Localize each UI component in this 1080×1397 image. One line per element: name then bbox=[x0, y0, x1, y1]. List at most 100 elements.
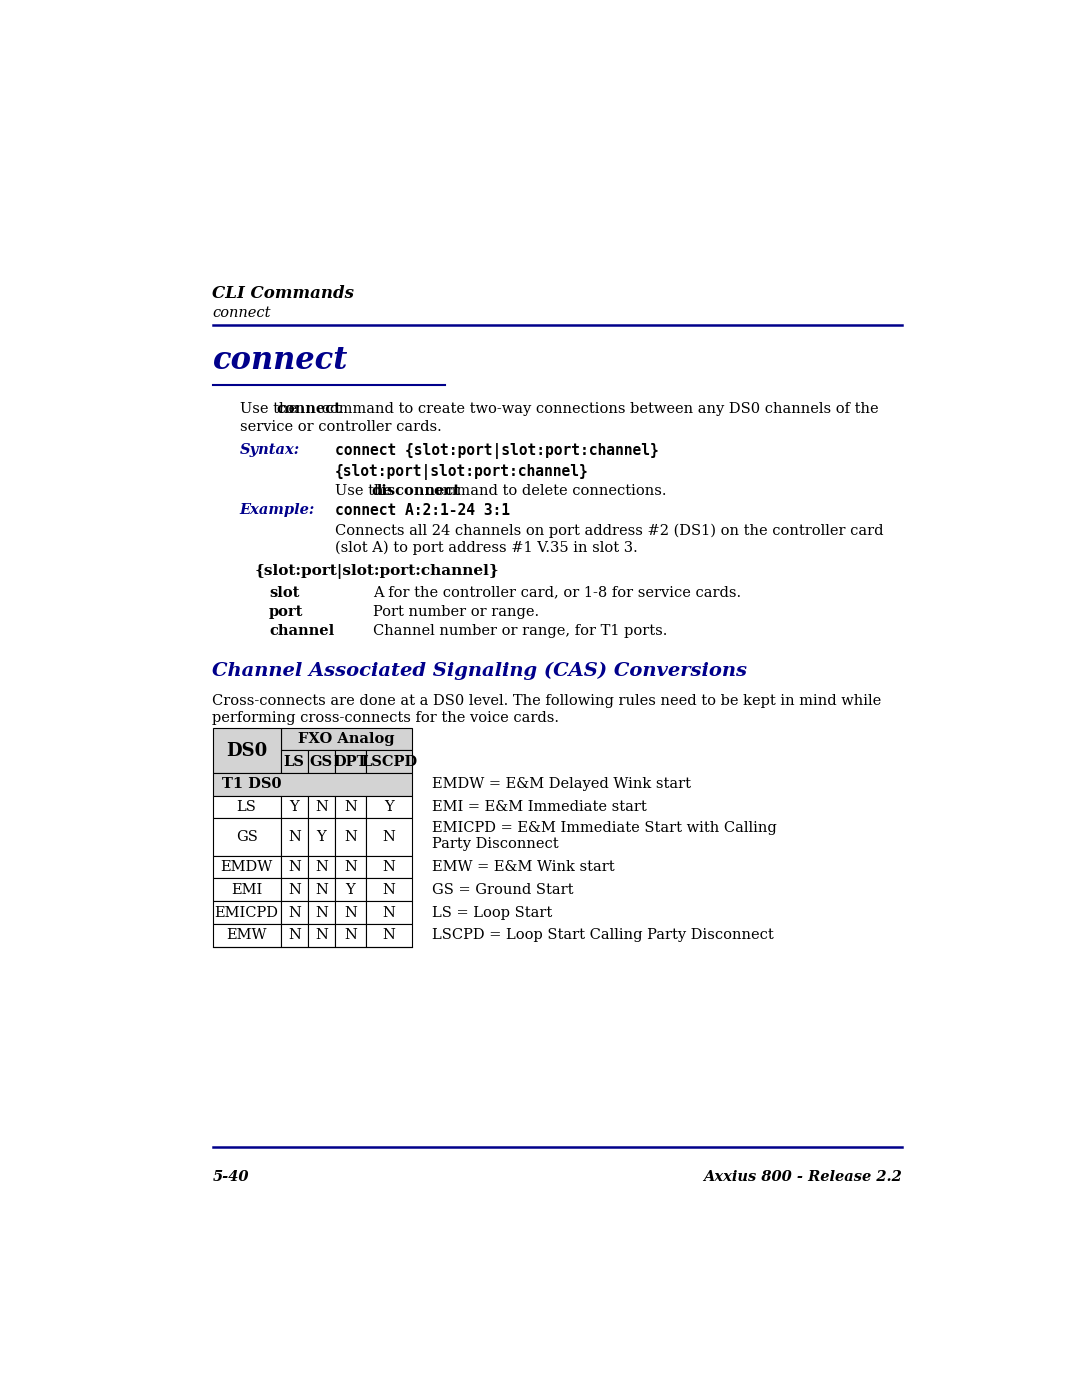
Bar bbox=[213, 773, 413, 795]
Text: Syntax:: Syntax: bbox=[240, 443, 300, 457]
Text: Connects all 24 channels on port address #2 (DS1) on the controller card: Connects all 24 channels on port address… bbox=[335, 524, 883, 538]
Text: N: N bbox=[345, 800, 356, 814]
Text: performing cross-connects for the voice cards.: performing cross-connects for the voice … bbox=[213, 711, 559, 725]
Text: command to delete connections.: command to delete connections. bbox=[421, 485, 666, 499]
Text: N: N bbox=[315, 883, 328, 897]
Bar bbox=[213, 795, 281, 819]
Text: EMW: EMW bbox=[227, 928, 267, 942]
Bar bbox=[281, 856, 308, 879]
Bar bbox=[213, 879, 281, 901]
Text: disconnect: disconnect bbox=[372, 485, 461, 499]
Text: N: N bbox=[382, 905, 395, 919]
Bar bbox=[281, 819, 308, 856]
Bar bbox=[308, 901, 335, 923]
Bar bbox=[366, 750, 413, 773]
Text: DPT: DPT bbox=[334, 754, 367, 768]
Text: Y: Y bbox=[289, 800, 299, 814]
Bar bbox=[366, 795, 413, 819]
Text: Use the: Use the bbox=[335, 485, 396, 499]
Text: Party Disconnect: Party Disconnect bbox=[432, 837, 558, 851]
Text: Use the: Use the bbox=[240, 402, 301, 416]
Bar bbox=[213, 819, 281, 856]
Text: channel: channel bbox=[269, 624, 335, 638]
Bar bbox=[366, 901, 413, 923]
Bar bbox=[335, 923, 366, 947]
Bar bbox=[213, 901, 281, 923]
Text: Port number or range.: Port number or range. bbox=[373, 605, 539, 619]
Bar bbox=[366, 923, 413, 947]
Text: (slot A) to port address #1 V.35 in slot 3.: (slot A) to port address #1 V.35 in slot… bbox=[335, 541, 637, 556]
Bar bbox=[281, 795, 308, 819]
Text: N: N bbox=[288, 905, 300, 919]
Text: T1 DS0: T1 DS0 bbox=[221, 777, 281, 791]
Text: Y: Y bbox=[346, 883, 355, 897]
Bar bbox=[281, 901, 308, 923]
Bar bbox=[213, 728, 281, 773]
Text: EMI: EMI bbox=[231, 883, 262, 897]
Text: N: N bbox=[382, 883, 395, 897]
Text: EMW = E&M Wink start: EMW = E&M Wink start bbox=[432, 861, 615, 875]
Bar bbox=[281, 879, 308, 901]
Bar bbox=[281, 750, 308, 773]
Text: service or controller cards.: service or controller cards. bbox=[240, 420, 442, 434]
Text: connect: connect bbox=[276, 402, 341, 416]
Text: 5-40: 5-40 bbox=[213, 1171, 249, 1185]
Text: LSCPD = Loop Start Calling Party Disconnect: LSCPD = Loop Start Calling Party Disconn… bbox=[432, 928, 773, 942]
Bar bbox=[335, 879, 366, 901]
Text: {slot:port|slot:port:channel}: {slot:port|slot:port:channel} bbox=[335, 464, 589, 479]
Text: LS: LS bbox=[237, 800, 257, 814]
Text: port: port bbox=[269, 605, 303, 619]
Text: Cross-connects are done at a DS0 level. The following rules need to be kept in m: Cross-connects are done at a DS0 level. … bbox=[213, 693, 881, 707]
Text: N: N bbox=[315, 928, 328, 942]
Text: GS: GS bbox=[310, 754, 333, 768]
Text: N: N bbox=[288, 830, 300, 844]
Text: N: N bbox=[345, 830, 356, 844]
Text: N: N bbox=[382, 928, 395, 942]
Text: EMI = E&M Immediate start: EMI = E&M Immediate start bbox=[432, 800, 647, 814]
Text: N: N bbox=[345, 861, 356, 875]
Bar bbox=[335, 856, 366, 879]
Text: N: N bbox=[382, 830, 395, 844]
Bar bbox=[335, 750, 366, 773]
Text: N: N bbox=[345, 905, 356, 919]
Bar bbox=[335, 819, 366, 856]
Text: Axxius 800 - Release 2.2: Axxius 800 - Release 2.2 bbox=[703, 1171, 902, 1185]
Text: Channel number or range, for T1 ports.: Channel number or range, for T1 ports. bbox=[373, 624, 667, 638]
Bar bbox=[213, 923, 281, 947]
Text: connect A:2:1-24 3:1: connect A:2:1-24 3:1 bbox=[335, 503, 510, 518]
Text: GS = Ground Start: GS = Ground Start bbox=[432, 883, 573, 897]
Bar bbox=[281, 728, 413, 750]
Text: DS0: DS0 bbox=[226, 742, 267, 760]
Bar bbox=[335, 901, 366, 923]
Text: FXO Analog: FXO Analog bbox=[298, 732, 395, 746]
Bar bbox=[308, 795, 335, 819]
Text: EMDW: EMDW bbox=[220, 861, 273, 875]
Text: connect: connect bbox=[213, 306, 271, 320]
Text: N: N bbox=[382, 861, 395, 875]
Bar bbox=[335, 795, 366, 819]
Text: N: N bbox=[288, 928, 300, 942]
Text: Channel Associated Signaling (CAS) Conversions: Channel Associated Signaling (CAS) Conve… bbox=[213, 662, 747, 680]
Text: {slot:port|slot:port:channel}: {slot:port|slot:port:channel} bbox=[255, 564, 500, 580]
Text: LS = Loop Start: LS = Loop Start bbox=[432, 905, 552, 919]
Bar bbox=[281, 923, 308, 947]
Text: CLI Commands: CLI Commands bbox=[213, 285, 354, 302]
Text: connect {slot:port|slot:port:channel}: connect {slot:port|slot:port:channel} bbox=[335, 443, 659, 460]
Bar bbox=[308, 819, 335, 856]
Bar bbox=[366, 819, 413, 856]
Text: Y: Y bbox=[316, 830, 326, 844]
Text: N: N bbox=[315, 800, 328, 814]
Text: N: N bbox=[315, 861, 328, 875]
Text: EMDW = E&M Delayed Wink start: EMDW = E&M Delayed Wink start bbox=[432, 777, 691, 791]
Text: LSCPD: LSCPD bbox=[361, 754, 417, 768]
Bar bbox=[213, 856, 281, 879]
Bar bbox=[308, 856, 335, 879]
Text: connect: connect bbox=[213, 345, 348, 376]
Bar bbox=[366, 856, 413, 879]
Bar bbox=[366, 879, 413, 901]
Text: EMICPD = E&M Immediate Start with Calling: EMICPD = E&M Immediate Start with Callin… bbox=[432, 821, 777, 835]
Text: LS: LS bbox=[284, 754, 305, 768]
Text: N: N bbox=[288, 861, 300, 875]
Text: slot: slot bbox=[269, 585, 299, 599]
Text: N: N bbox=[345, 928, 356, 942]
